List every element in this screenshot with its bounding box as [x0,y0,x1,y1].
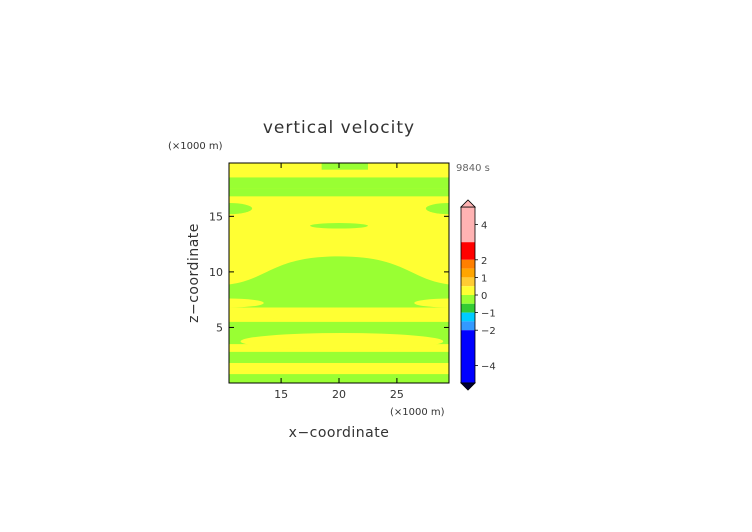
x-tick-label: 15 [274,388,288,401]
colorbar-segment [461,321,475,331]
colorbar-tick-label: 2 [481,256,487,267]
contour-region-green [310,223,368,229]
colorbar-tick-label: −1 [481,309,496,320]
colorbar-segment [461,286,475,295]
x-ticks: 15 20 25 [274,163,404,401]
colorbar-tick-label: −4 [481,361,496,372]
colorbar-segment [461,295,475,304]
contour-region-green [425,203,449,215]
x-tick-label: 20 [332,388,346,401]
colorbar-segment [461,259,475,269]
colorbar-tick-label: 1 [481,273,487,284]
colorbar-tick-label: −2 [481,326,496,337]
contour-region-green [321,163,368,170]
contour-region-yellow [240,333,444,350]
contour-region-green [229,177,449,189]
contour-region-green [229,203,253,215]
contour-region-green [229,188,449,197]
x-unit-label: (×1000 m) [390,407,445,418]
contour-region-yellow [414,298,449,308]
colorbar: 4 2 1 0 −1 −2 −4 [460,199,496,391]
contour-regions [229,163,449,383]
y-unit-label: (×1000 m) [168,141,223,152]
contour-region-green [229,351,449,363]
y-axis-label: z−coordinate [186,223,202,323]
y-tick-label: 10 [209,266,223,279]
chart-title: vertical velocity [263,118,415,138]
colorbar-tick-label: 4 [481,221,487,232]
colorbar-max-arrow [460,199,476,208]
x-tick-label: 25 [390,388,404,401]
y-tick-label: 15 [209,210,223,223]
colorbar-segment [461,242,475,260]
contour-region-green [229,256,449,308]
colorbar-segment [461,312,475,322]
colorbar-segment [461,303,475,313]
colorbar-segment [461,207,475,243]
colorbar-min-arrow [460,382,476,391]
plot-area [228,162,450,384]
contour-region-yellow [229,298,264,308]
y-ticks: 5 10 15 [209,210,449,334]
colorbar-segment [461,277,475,287]
colorbar-segment [461,268,475,278]
contour-region-yellow [263,307,421,322]
colorbar-segment [461,330,475,383]
colorbar-tick-label: 0 [481,291,487,302]
y-tick-label: 5 [216,321,223,334]
x-axis-label: x−coordinate [289,425,390,441]
time-label: 9840 s [456,163,490,174]
